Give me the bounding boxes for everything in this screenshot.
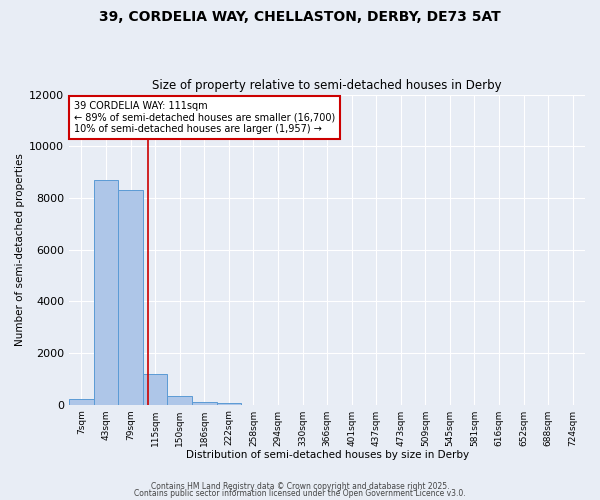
Bar	[69, 400, 94, 404]
Text: Contains public sector information licensed under the Open Government Licence v3: Contains public sector information licen…	[134, 490, 466, 498]
Bar	[192, 402, 217, 404]
Y-axis label: Number of semi-detached properties: Number of semi-detached properties	[15, 153, 25, 346]
X-axis label: Distribution of semi-detached houses by size in Derby: Distribution of semi-detached houses by …	[185, 450, 469, 460]
Bar	[167, 396, 192, 404]
Bar	[217, 402, 241, 404]
Bar	[118, 190, 143, 404]
Text: Contains HM Land Registry data © Crown copyright and database right 2025.: Contains HM Land Registry data © Crown c…	[151, 482, 449, 491]
Bar	[94, 180, 118, 404]
Text: 39 CORDELIA WAY: 111sqm
← 89% of semi-detached houses are smaller (16,700)
10% o: 39 CORDELIA WAY: 111sqm ← 89% of semi-de…	[74, 101, 335, 134]
Bar	[143, 374, 167, 404]
Title: Size of property relative to semi-detached houses in Derby: Size of property relative to semi-detach…	[152, 79, 502, 92]
Text: 39, CORDELIA WAY, CHELLASTON, DERBY, DE73 5AT: 39, CORDELIA WAY, CHELLASTON, DERBY, DE7…	[99, 10, 501, 24]
